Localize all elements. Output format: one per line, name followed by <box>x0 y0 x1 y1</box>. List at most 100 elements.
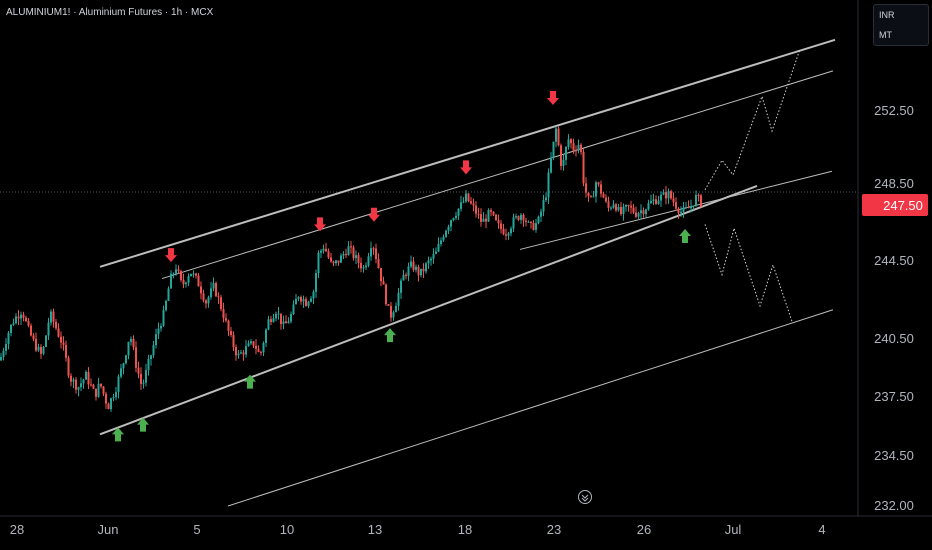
candle-body <box>632 207 635 213</box>
candle-body <box>597 182 600 185</box>
candle-body <box>565 146 567 160</box>
candle-body <box>402 274 405 281</box>
channel-line-upper <box>99 38 836 268</box>
candle-body <box>110 398 112 410</box>
candle-body <box>412 261 415 270</box>
candle-body <box>102 386 105 394</box>
candle-body <box>292 304 295 315</box>
candle-body <box>287 321 290 324</box>
candle-body <box>105 393 107 404</box>
time-tick-label: 23 <box>547 522 561 537</box>
price-tick-label: 234.50 <box>874 448 914 463</box>
candle-body <box>587 192 590 197</box>
candle-body <box>327 251 330 258</box>
candle-body <box>460 202 462 209</box>
currency-label[interactable]: INR <box>879 10 895 20</box>
candle-body <box>577 144 580 151</box>
candle-body <box>445 230 447 237</box>
candle-body <box>510 228 512 234</box>
candle-body <box>215 282 217 297</box>
candle-body <box>415 266 417 270</box>
candle-body <box>77 387 80 390</box>
candle-body <box>602 193 605 198</box>
candle-body <box>107 403 110 410</box>
candle-body <box>447 226 450 231</box>
channel-line-upper-inner <box>161 70 834 280</box>
candle-body <box>410 261 412 267</box>
candle-body <box>37 346 40 351</box>
candle-body <box>192 273 195 275</box>
candle-body <box>530 221 532 224</box>
candle-body <box>522 214 525 221</box>
scroll-to-realtime-button[interactable] <box>578 490 592 504</box>
candle-body <box>245 346 247 355</box>
candle-body <box>515 216 517 218</box>
candle-body <box>380 268 382 282</box>
candle-body <box>295 298 297 305</box>
candle-body <box>250 341 252 344</box>
candle-body <box>115 392 117 398</box>
candle-body <box>655 199 657 204</box>
arrow-down-icon <box>314 217 326 232</box>
candle-body <box>492 211 495 215</box>
candle-body <box>257 348 260 352</box>
time-tick-label: 4 <box>818 522 825 537</box>
candle-body <box>420 268 422 276</box>
candle-body <box>600 184 602 194</box>
candle-body <box>162 310 165 326</box>
candle-body <box>247 343 250 347</box>
candle-body <box>17 316 20 319</box>
candle-body <box>610 207 612 209</box>
candle-body <box>282 321 285 324</box>
candle-body <box>622 206 625 215</box>
candle-body <box>172 273 175 275</box>
candle-body <box>22 314 25 318</box>
candle-body <box>485 218 487 222</box>
candle-body <box>440 240 442 244</box>
candle-body <box>90 384 92 386</box>
candle-body <box>342 254 345 256</box>
time-axis[interactable]: 28 Jun 5 10 13 18 23 26 Jul 4 <box>10 522 826 537</box>
candle-body <box>652 199 655 201</box>
price-tick-label: 240.50 <box>874 331 914 346</box>
candle-body <box>315 273 317 292</box>
symbol-title[interactable]: ALUMINIUM1! · Aluminium Futures · 1h · M… <box>6 7 214 18</box>
candle-body <box>210 288 212 298</box>
channel-line-bottom-parallel <box>227 309 834 507</box>
candle-body <box>300 297 302 302</box>
candle-body <box>635 212 637 217</box>
candle-body <box>92 384 95 389</box>
candle-body <box>182 279 185 285</box>
candle-body <box>225 318 227 321</box>
candle-body <box>120 368 122 377</box>
candle-body <box>502 228 505 235</box>
candle-body <box>547 172 550 198</box>
currency-unit-box[interactable]: INR MT <box>873 4 929 46</box>
candle-body <box>490 210 492 212</box>
candle-body <box>432 253 435 259</box>
candle-body <box>670 191 672 199</box>
candle-body <box>130 338 132 342</box>
price-tick-label: 232.00 <box>874 498 914 513</box>
last-price-label: 247.50 <box>862 194 928 216</box>
candle-body <box>457 208 460 216</box>
candle-body <box>417 266 420 276</box>
candle-body <box>487 210 490 222</box>
unit-label[interactable]: MT <box>879 30 892 40</box>
candle-body <box>542 200 545 212</box>
price-axis[interactable]: 232.00 234.50 237.50 240.50 244.50 248.50 252.… <box>874 103 914 513</box>
candle-body <box>377 259 380 269</box>
candle-body <box>607 201 610 208</box>
candle-body <box>340 255 342 263</box>
candle-body <box>45 335 47 347</box>
candle-body <box>467 193 470 202</box>
arrow-up-icon <box>384 328 396 343</box>
candle-body <box>65 344 67 358</box>
candle-body <box>527 221 530 223</box>
candle-body <box>642 210 645 215</box>
candle-body <box>392 312 395 318</box>
candle-body <box>42 346 45 354</box>
candle-body <box>272 318 275 322</box>
candle-body <box>145 370 147 383</box>
